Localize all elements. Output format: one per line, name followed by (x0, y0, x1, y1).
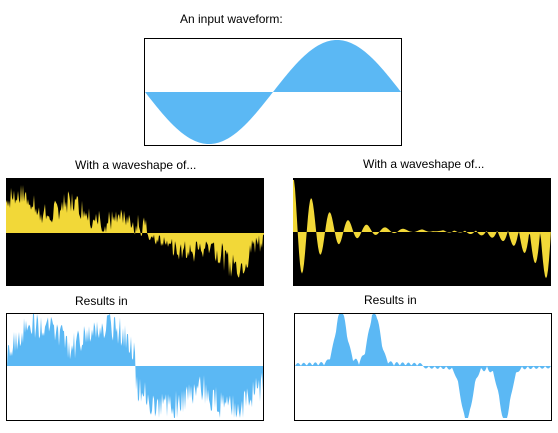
waveshape-left-plot (6, 185, 264, 278)
result-right-panel (294, 313, 552, 421)
input-waveform-panel (144, 38, 402, 146)
input-waveform-title: An input waveform: (180, 12, 283, 26)
result-right-plot (295, 314, 551, 418)
waveshape-noisy (6, 185, 264, 278)
waveshape-left-panel (6, 178, 264, 286)
input-sine-wave (145, 40, 401, 144)
result-noisy (7, 314, 263, 418)
result-left-plot (7, 314, 263, 418)
waveshape-right-plot (293, 180, 551, 279)
waveshape-right-title: With a waveshape of... (363, 157, 485, 171)
results-left-title: Results in (75, 294, 128, 308)
waveshape-damped (293, 180, 551, 279)
result-peaks (295, 314, 551, 418)
waveshape-left-title: With a waveshape of... (75, 158, 197, 172)
result-left-panel (6, 313, 264, 421)
waveshape-right-panel (293, 178, 551, 286)
input-waveform-plot (145, 40, 401, 144)
results-right-title: Results in (364, 293, 417, 307)
